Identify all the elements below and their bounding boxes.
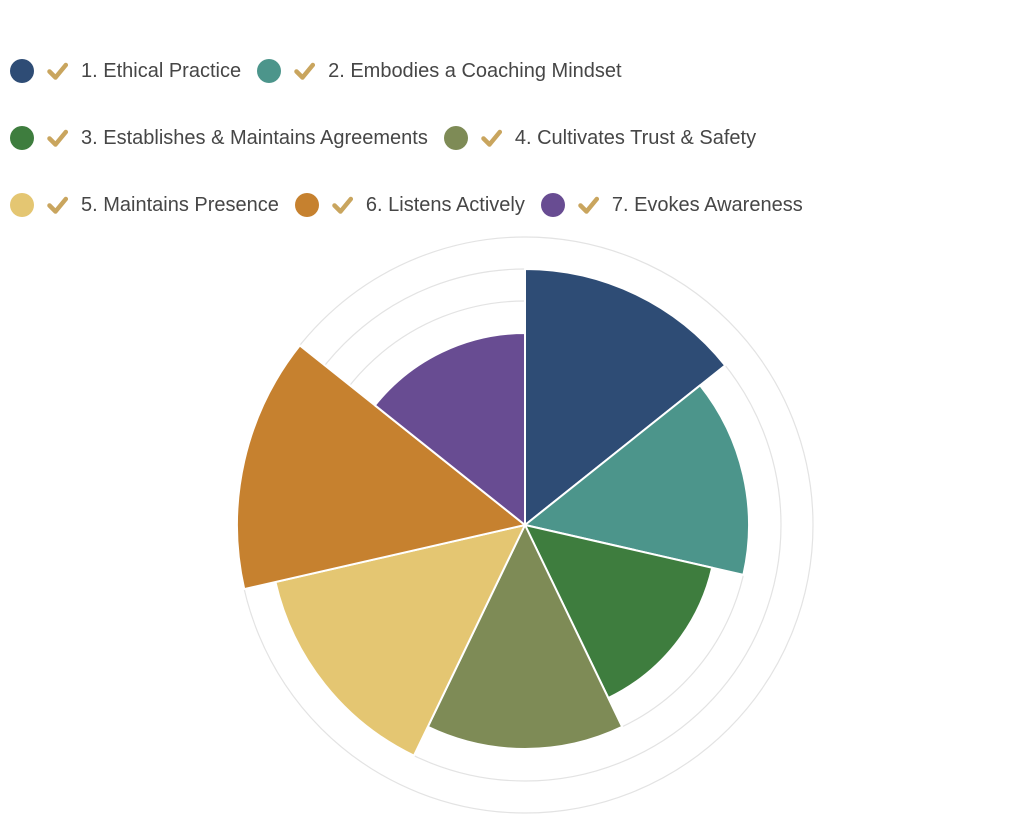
legend-item-4-cultivates-trust-safety[interactable]: 4. Cultivates Trust & Safety bbox=[443, 125, 757, 151]
check-icon bbox=[47, 62, 68, 80]
legend-item-2-embodies-a-coaching-mindset[interactable]: 2. Embodies a Coaching Mindset bbox=[257, 58, 622, 84]
legend-item-7-evokes-awareness[interactable]: 7. Evokes Awareness bbox=[540, 192, 803, 218]
legend-item-3-establishes-maintains-agreements[interactable]: 3. Establishes & Maintains Agreements bbox=[10, 125, 428, 151]
chart-legend: 1. Ethical Practice 2. Embodies a Coachin… bbox=[10, 58, 803, 218]
check-icon bbox=[47, 129, 68, 147]
legend-item-label: 6. Listens Actively bbox=[365, 194, 525, 216]
legend-item-label: 7. Evokes Awareness bbox=[611, 194, 803, 216]
legend-color-swatch bbox=[443, 126, 468, 150]
check-icon bbox=[578, 196, 599, 214]
legend-color-swatch bbox=[10, 126, 34, 150]
legend-item-6-listens-actively[interactable]: 6. Listens Actively bbox=[294, 192, 525, 218]
slice-3-establishes-maintains-agreements[interactable] bbox=[524, 524, 714, 699]
legend-item-label: 2. Embodies a Coaching Mindset bbox=[328, 60, 622, 82]
slice-2-embodies-a-coaching-mindset[interactable] bbox=[524, 384, 750, 576]
legend-item-label: 5. Maintains Presence bbox=[81, 194, 279, 216]
legend-row: 3. Establishes & Maintains Agreements 4. … bbox=[10, 125, 803, 151]
slice-7-evokes-awareness[interactable] bbox=[373, 332, 526, 526]
slice-5-maintains-presence[interactable] bbox=[274, 524, 526, 757]
slice-4-cultivates-trust-safety[interactable] bbox=[426, 524, 624, 750]
legend-item-1-ethical-practice[interactable]: 1. Ethical Practice bbox=[10, 58, 241, 84]
legend-color-swatch bbox=[10, 59, 34, 83]
slice-6-listens-actively[interactable] bbox=[236, 344, 526, 591]
legend-row: 1. Ethical Practice 2. Embodies a Coachin… bbox=[10, 58, 803, 84]
check-icon bbox=[47, 196, 68, 214]
legend-item-5-maintains-presence[interactable]: 5. Maintains Presence bbox=[10, 192, 279, 218]
check-icon bbox=[481, 129, 502, 147]
legend-color-swatch bbox=[294, 193, 319, 217]
legend-color-swatch bbox=[10, 193, 34, 217]
legend-row: 5. Maintains Presence 6. Listens Actively… bbox=[10, 192, 803, 218]
check-icon bbox=[294, 62, 316, 80]
legend-item-label: 1. Ethical Practice bbox=[81, 60, 242, 82]
check-icon bbox=[332, 196, 353, 214]
legend-color-swatch bbox=[257, 59, 282, 83]
legend-item-label: 3. Establishes & Maintains Agreements bbox=[81, 127, 428, 149]
slice-1-ethical-practice[interactable] bbox=[524, 268, 727, 526]
legend-item-label: 4. Cultivates Trust & Safety bbox=[514, 127, 757, 149]
legend-color-swatch bbox=[540, 193, 565, 217]
